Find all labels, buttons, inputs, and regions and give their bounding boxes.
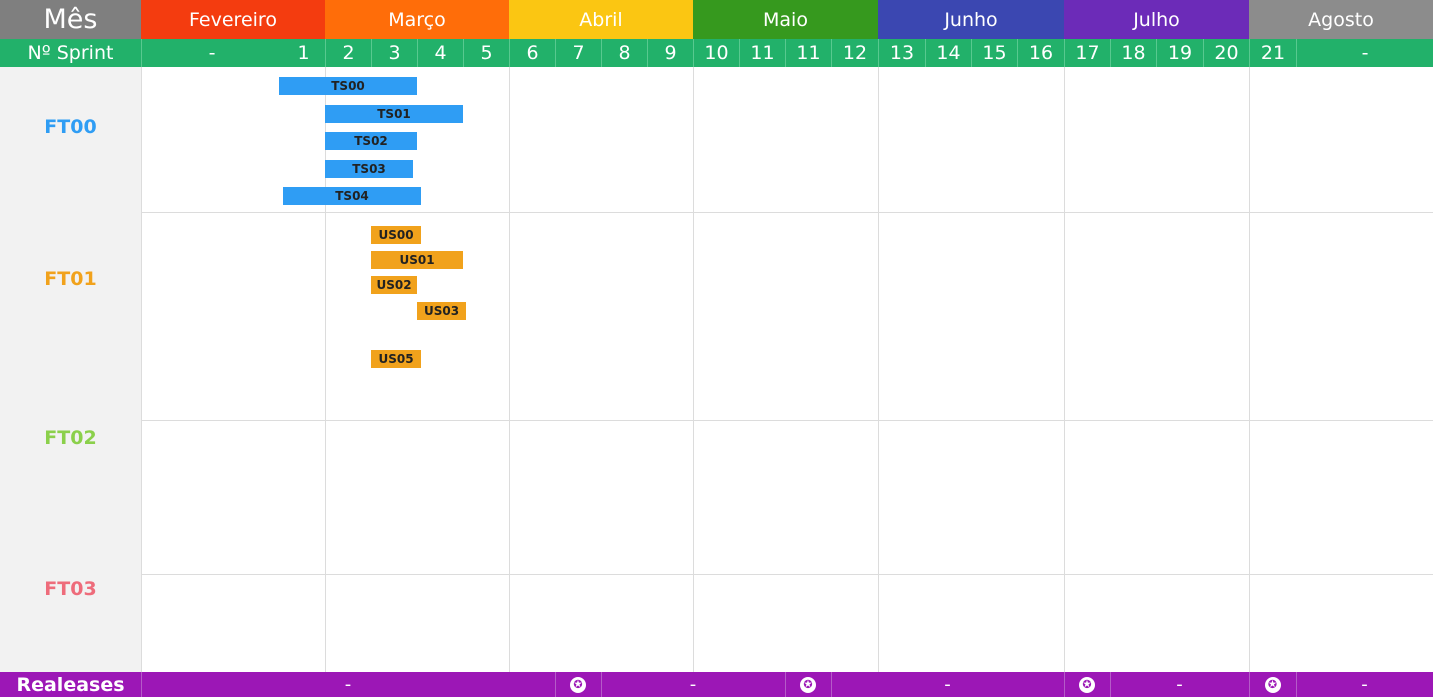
sprint-cell[interactable]: 17: [1064, 39, 1110, 67]
task-bar-us01[interactable]: US01: [371, 251, 463, 269]
task-bar-us05[interactable]: US05: [371, 350, 421, 368]
grid-line: [325, 67, 326, 672]
release-divider: [555, 672, 556, 697]
grid-line: [693, 67, 694, 672]
month-marco[interactable]: Março: [325, 0, 509, 39]
month-junho[interactable]: Junho: [878, 0, 1064, 39]
sprint-cell[interactable]: -: [141, 39, 282, 67]
release-cell[interactable]: ✪: [555, 672, 601, 697]
grid-line: [141, 420, 1433, 421]
sprint-cell[interactable]: 4: [417, 39, 463, 67]
release-star-icon: ✪: [800, 676, 816, 693]
month-fevereiro[interactable]: Fevereiro: [141, 0, 325, 39]
sprint-cell[interactable]: 9: [647, 39, 693, 67]
month-maio[interactable]: Maio: [693, 0, 878, 39]
sprint-cell[interactable]: 12: [831, 39, 878, 67]
release-divider: [1296, 672, 1297, 697]
release-cell[interactable]: -: [1361, 674, 1368, 695]
sprint-header-title: Nº Sprint: [27, 42, 114, 64]
sprint-cell[interactable]: 18: [1110, 39, 1156, 67]
grid-line: [1249, 67, 1250, 672]
task-bar-us03[interactable]: US03: [417, 302, 466, 320]
sprint-cell[interactable]: 14: [925, 39, 971, 67]
feature-label-ft03: FT03: [44, 578, 97, 600]
sprint-cell[interactable]: 11: [739, 39, 785, 67]
sprint-cell[interactable]: 15: [971, 39, 1017, 67]
release-divider: [1110, 672, 1111, 697]
release-cell[interactable]: -: [689, 674, 697, 695]
sprint-cell[interactable]: -: [1296, 39, 1433, 67]
release-cell[interactable]: ✪: [1064, 672, 1110, 697]
release-star-icon: ✪: [1264, 676, 1281, 693]
grid-line: [1064, 67, 1065, 672]
grid-line: [141, 574, 1433, 575]
release-divider: [1064, 672, 1065, 697]
sprint-cell[interactable]: 1: [297, 42, 310, 64]
feature-sidebar: [0, 67, 141, 672]
release-cell[interactable]: ✪: [1249, 672, 1296, 697]
task-bar-ts03[interactable]: TS03: [325, 160, 413, 178]
grid-line: [141, 67, 142, 672]
release-cell[interactable]: -: [1176, 674, 1183, 695]
task-bar-ts00[interactable]: TS00: [279, 77, 417, 95]
sprint-cell[interactable]: 13: [878, 39, 925, 67]
releases-label: Realeases: [16, 673, 125, 696]
task-bar-ts01[interactable]: TS01: [325, 105, 463, 123]
grid-line: [509, 67, 510, 672]
month-header-title: Mês: [0, 0, 141, 39]
sprint-cell[interactable]: 5: [463, 39, 509, 67]
sprint-cell[interactable]: 2: [325, 39, 371, 67]
releases-row: [0, 672, 1433, 697]
release-divider: [601, 672, 602, 697]
feature-label-ft00: FT00: [44, 116, 97, 138]
release-divider: [1249, 672, 1250, 697]
sprint-cell[interactable]: 21: [1249, 39, 1296, 67]
release-divider: [141, 672, 142, 697]
sprint-cell[interactable]: 8: [601, 39, 647, 67]
sprint-cell[interactable]: 7: [555, 39, 601, 67]
feature-label-ft01: FT01: [44, 268, 97, 290]
sprint-cell[interactable]: 6: [509, 39, 555, 67]
sprint-cell[interactable]: 19: [1156, 39, 1203, 67]
feature-label-ft02: FT02: [44, 427, 97, 449]
task-bar-us00[interactable]: US00: [371, 226, 421, 244]
sprint-cell[interactable]: 16: [1017, 39, 1064, 67]
sprint-cell[interactable]: 20: [1203, 39, 1249, 67]
release-cell[interactable]: -: [344, 674, 352, 695]
release-star-icon: ✪: [570, 676, 586, 693]
task-bar-us02[interactable]: US02: [371, 276, 417, 294]
sprint-row: [0, 39, 1433, 67]
task-bar-ts04[interactable]: TS04: [283, 187, 421, 205]
release-divider: [785, 672, 786, 697]
task-bar-ts02[interactable]: TS02: [325, 132, 417, 150]
sprint-cell[interactable]: 10: [693, 39, 739, 67]
month-julho[interactable]: Julho: [1064, 0, 1249, 39]
sprint-cell[interactable]: 3: [371, 39, 417, 67]
sprint-cell[interactable]: 11: [785, 39, 831, 67]
month-abril[interactable]: Abril: [509, 0, 693, 39]
grid-line: [878, 67, 879, 672]
month-agosto[interactable]: Agosto: [1249, 0, 1433, 39]
grid-line: [141, 212, 1433, 213]
release-star-icon: ✪: [1079, 676, 1095, 693]
release-cell[interactable]: ✪: [785, 672, 831, 697]
release-cell[interactable]: -: [944, 674, 951, 695]
release-divider: [831, 672, 832, 697]
